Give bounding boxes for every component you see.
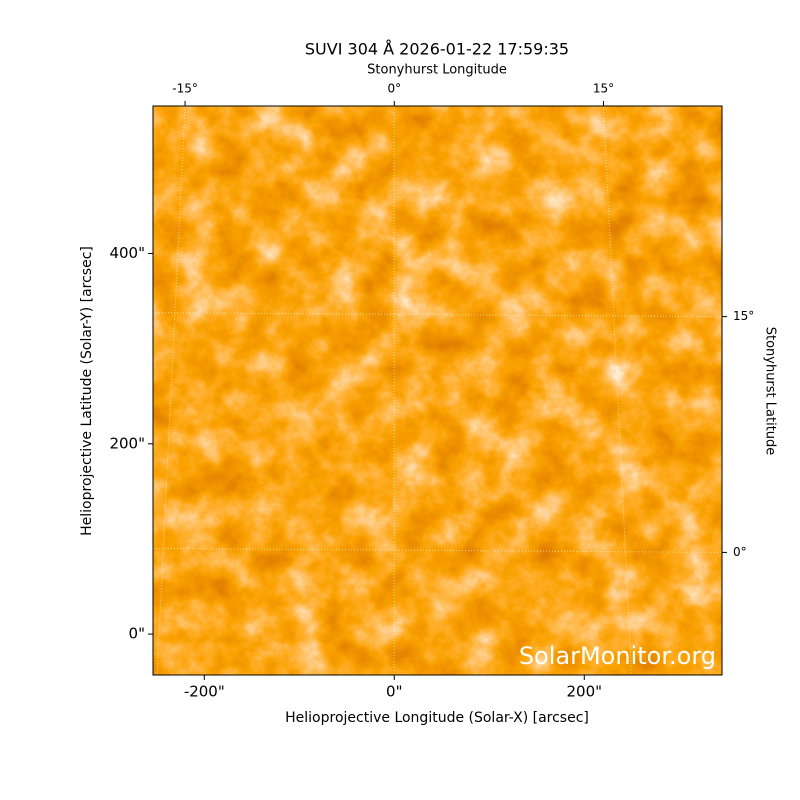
x-tick-label: -200" [184, 683, 225, 701]
solar-image [153, 106, 722, 675]
x2-tick-label: 15° [593, 82, 614, 96]
plot-frame [152, 105, 723, 676]
y-label: Helioprojective Latitude (Solar-Y) [arcs… [79, 246, 95, 536]
y2-label: Stonyhurst Latitude [763, 327, 778, 456]
y-tick-label: 200" [109, 434, 145, 452]
y2-tick-label: 0° [733, 545, 747, 559]
y2-tick-label: 15° [733, 309, 754, 323]
y-tick-label: 400" [109, 244, 145, 262]
grid-line [156, 105, 186, 676]
x-tick-label: 0" [386, 683, 402, 701]
x2-label: Stonyhurst Longitude [367, 63, 507, 78]
x2-tick-label: -15° [172, 82, 198, 96]
watermark: SolarMonitor.org [519, 642, 716, 670]
grid-line [152, 547, 723, 553]
y-tick-label: 0" [129, 625, 145, 643]
grid-line [602, 105, 632, 676]
x2-tick-label: 0° [387, 82, 401, 96]
chart-title: SUVI 304 Å 2026-01-22 17:59:35 [305, 40, 569, 59]
grid-line [152, 312, 723, 318]
x-label: Helioprojective Longitude (Solar-X) [arc… [285, 710, 589, 726]
x-tick-label: 200" [566, 683, 602, 701]
